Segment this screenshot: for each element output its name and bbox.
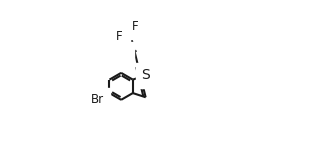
Text: F: F <box>118 39 124 52</box>
Text: S: S <box>141 68 150 82</box>
Text: F: F <box>132 20 138 33</box>
Text: O: O <box>118 48 128 61</box>
Text: Br: Br <box>91 93 104 106</box>
Text: F: F <box>116 30 123 44</box>
